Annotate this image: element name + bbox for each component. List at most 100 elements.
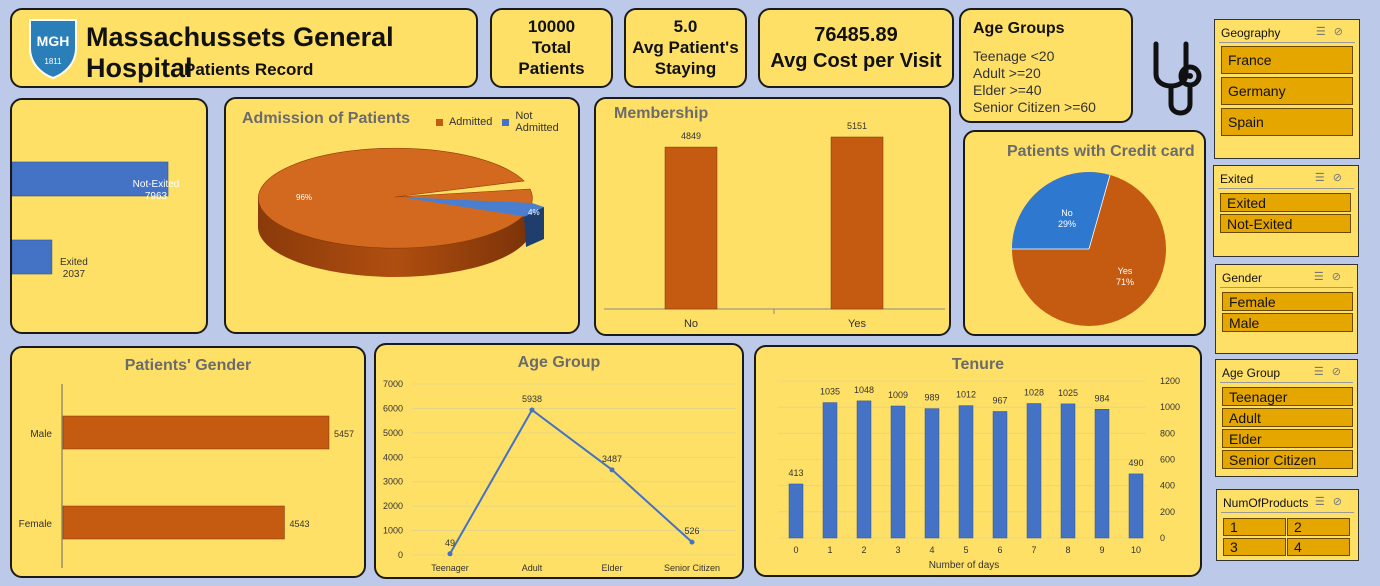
age-group-rule: Senior Citizen >=60 (973, 99, 1096, 115)
page-title: Massachussets General Hospital (86, 22, 394, 83)
slicer-item-products-2[interactable]: 3 (1223, 538, 1286, 556)
membership-value: 5151 (847, 121, 867, 131)
admission-pie-svg: 96% 4% (258, 147, 544, 277)
tenure-value: 490 (1128, 458, 1143, 468)
tenure-bar (856, 400, 872, 539)
multi-select-icon[interactable]: ☰ (1313, 271, 1332, 283)
slicer-item-products-1[interactable]: 2 (1287, 518, 1350, 536)
slicer-item-products-3[interactable]: 4 (1287, 538, 1350, 556)
age-ytick: 0 (398, 550, 403, 560)
tenure-chart: Tenure 1200 1000 800 600 400 200 0 413 0 1035 1 104… (754, 345, 1202, 577)
slicer-item-geography-0[interactable]: France (1221, 46, 1353, 74)
slicer-item-age_group-1[interactable]: Adult (1222, 408, 1353, 427)
gender-title: Patients' Gender (124, 357, 252, 374)
slicer-item-exited-1[interactable]: Not-Exited (1220, 214, 1351, 233)
tenure-ytick: 1000 (1160, 402, 1180, 412)
svg-text:1811: 1811 (44, 57, 62, 66)
age-ytick: 4000 (383, 452, 403, 462)
tenure-category: 4 (929, 545, 934, 555)
slicer-geography: Geography ☰⊘ France Germany Spain (1214, 19, 1360, 159)
tenure-ytick: 800 (1160, 428, 1175, 438)
tenure-ytick: 200 (1160, 507, 1175, 517)
tenure-category: 1 (827, 545, 832, 555)
slicer-item-exited-0[interactable]: Exited (1220, 193, 1351, 212)
gender-value: 4543 (289, 519, 309, 529)
age-chart-title: Age Group (517, 354, 601, 371)
multi-select-icon[interactable]: ☰ (1314, 172, 1333, 184)
slicer-divider (1219, 42, 1355, 43)
tenure-title: Tenure (951, 356, 1005, 373)
exited-chart: Not-Exited 7963 Exited 2037 (10, 98, 208, 334)
age-line (449, 408, 693, 555)
age-category: Senior Citizen (664, 563, 720, 573)
kpi-cost-label: Avg Cost per Visit (770, 50, 942, 72)
membership-bar (830, 136, 884, 310)
age-data-label: 3487 (602, 454, 622, 464)
slicer-item-products-0[interactable]: 1 (1223, 518, 1286, 536)
tenure-category: 7 (1031, 545, 1036, 555)
legend-admitted: Admitted (448, 116, 493, 128)
age-ytick: 3000 (383, 477, 403, 487)
membership-category: No (684, 318, 698, 330)
age-group-chart: Age Group 7000 6000 5000 4000 3000 2000 1000 0 4… (374, 343, 744, 579)
clear-filter-icon[interactable]: ⊘ (1331, 366, 1349, 378)
gender-value: 5457 (334, 429, 354, 439)
slicer-divider (1220, 287, 1353, 288)
slicer-item-gender-0[interactable]: Female (1222, 292, 1353, 311)
tenure-category: 0 (793, 545, 798, 555)
mgh-logo: MGH 1811 (29, 19, 77, 80)
tenure-bar (992, 411, 1008, 539)
slicer-item-geography-2[interactable]: Spain (1221, 108, 1353, 136)
slicer-item-geography-1[interactable]: Germany (1221, 77, 1353, 105)
tenure-bar (1026, 403, 1042, 539)
credit-card-chart: Patients with Credit card No 29% Yes 71% (963, 130, 1206, 336)
pie-label-not-admitted: 4% (528, 208, 540, 217)
age-data-label: 526 (684, 526, 699, 536)
slicer-item-gender-1[interactable]: Male (1222, 313, 1353, 332)
membership-chart: Membership 4849 No 5151 Yes (594, 97, 951, 336)
admission-legend: Admitted Not Admitted (436, 110, 578, 134)
multi-select-icon[interactable]: ☰ (1314, 496, 1333, 508)
tenure-category: 8 (1065, 545, 1070, 555)
age-point (447, 551, 453, 557)
tenure-value: 989 (924, 393, 939, 403)
membership-title: Membership (614, 105, 709, 122)
tenure-category: 10 (1131, 545, 1141, 555)
tenure-category: 6 (997, 545, 1002, 555)
clear-filter-icon[interactable]: ⊘ (1331, 271, 1349, 283)
age-data-label: 5938 (522, 394, 542, 404)
tenure-value: 984 (1094, 393, 1109, 403)
tenure-category: 5 (963, 545, 968, 555)
tenure-value: 1028 (1024, 388, 1044, 398)
slicer-num-products: NumOfProducts ☰⊘ 1 2 3 4 (1216, 489, 1359, 561)
multi-select-icon[interactable]: ☰ (1315, 26, 1334, 38)
slicer-divider (1218, 188, 1354, 189)
age-ytick: 1000 (383, 526, 403, 536)
slicer-item-age_group-3[interactable]: Senior Citizen (1222, 450, 1353, 469)
tenure-value: 967 (992, 395, 1007, 405)
kpi-avg-cost: 76485.89 Avg Cost per Visit (758, 8, 954, 88)
tenure-bar (958, 405, 974, 539)
slicer-divider (1221, 512, 1354, 513)
admission-chart: Admission of Patients Admitted Not Admit… (224, 97, 580, 334)
legend-swatch-not-admitted (502, 118, 510, 126)
age-ytick: 5000 (383, 428, 403, 438)
tenure-ytick: 0 (1160, 533, 1165, 543)
slicer-item-age_group-0[interactable]: Teenager (1222, 387, 1353, 406)
tenure-category: 9 (1099, 545, 1104, 555)
kpi-cost-value: 76485.89 (814, 24, 898, 46)
clear-filter-icon[interactable]: ⊘ (1332, 172, 1350, 184)
clear-filter-icon[interactable]: ⊘ (1333, 26, 1351, 38)
age-groups-title: Age Groups (973, 20, 1065, 37)
slicer-item-age_group-2[interactable]: Elder (1222, 429, 1353, 448)
age-category: Elder (601, 563, 622, 573)
slicer-exited: Exited ☰⊘ Exited Not-Exited (1213, 165, 1359, 257)
exited-bar-value: 2037 (63, 269, 86, 280)
slicer-gender: Gender ☰⊘ Female Male (1215, 264, 1358, 354)
tenure-bar (890, 405, 906, 539)
age-groups-legend: Age Groups Teenage <20 Adult >=20 Elder >=… (959, 8, 1133, 123)
clear-filter-icon[interactable]: ⊘ (1332, 496, 1350, 508)
slicer-title: NumOfProducts (1223, 496, 1309, 510)
credit-no-slice (1012, 172, 1110, 249)
multi-select-icon[interactable]: ☰ (1313, 366, 1332, 378)
